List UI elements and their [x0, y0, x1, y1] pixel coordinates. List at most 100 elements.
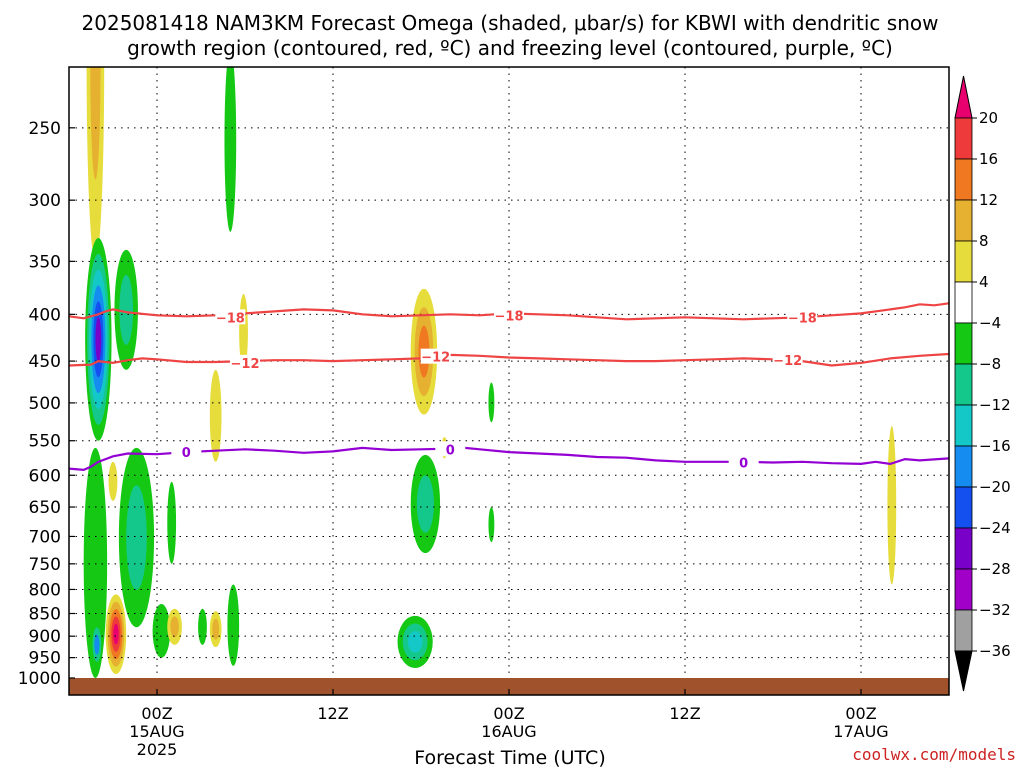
y-tick-label-1000: 1000: [18, 669, 61, 689]
colorbar-top-arrow: [954, 75, 973, 119]
colorbar-segment-6: [954, 363, 973, 406]
midday-green-level-1: [416, 475, 434, 533]
x-tick-label-0: 00Z: [141, 704, 172, 723]
colorbar-label-0: 20: [979, 109, 998, 127]
x-tick-label-1: 12Z: [317, 704, 348, 723]
yellow-far-right-level-0: [887, 426, 897, 585]
small-yellow-a-level-1: [170, 616, 179, 638]
contour-label-bg--18-0: [215, 309, 246, 325]
colorbar-segment-7: [954, 404, 973, 447]
contour-label--12-2: −12: [773, 354, 802, 369]
main-updraft-shoulder-level-1: [119, 274, 134, 345]
plot-area: −18 −18 −18 −12 −12 −12 0 0 0: [68, 66, 950, 696]
colorbar-label-8: −16: [979, 437, 1011, 455]
colorbar-segment-5: [954, 322, 973, 365]
small-green-a-level-0: [198, 608, 207, 645]
green-sliver-a-level-0: [488, 382, 495, 423]
colorbar-label-5: −4: [979, 314, 1001, 332]
contour-label-0-2: 0: [739, 456, 748, 471]
y-tick-label-400: 400: [29, 305, 61, 325]
colorbar-segment-1: [954, 158, 973, 201]
contour-label-bg-0-2: [728, 454, 759, 470]
y-tick-label-550: 550: [29, 432, 61, 452]
x-tick-year-0: 2025: [137, 740, 178, 759]
y-tick-label-750: 750: [29, 555, 61, 575]
midday-surface-green-level-2: [407, 631, 423, 653]
chart-title-line2: growth region (contoured, red, ºC) and f…: [127, 36, 893, 60]
y-tick-label-950: 950: [29, 649, 61, 669]
x-tick-date-0: 15AUG: [129, 722, 184, 741]
contour-0: [69, 446, 949, 472]
colorbar-label-11: −28: [979, 560, 1011, 578]
ground-bar: [69, 678, 949, 695]
colorbar-label-10: −24: [979, 519, 1011, 537]
contour-lines: −18 −18 −18 −12 −12 −12 0 0 0: [69, 302, 949, 472]
main-updraft-level-5: [95, 317, 102, 362]
colorbar-segment-0: [954, 117, 973, 160]
y-tick-label-300: 300: [29, 191, 61, 211]
y-tick-label-700: 700: [29, 527, 61, 547]
colorbar-segment-9: [954, 486, 973, 529]
upper-yellow-top-level-1: [90, 67, 101, 180]
y-tick-label-650: 650: [29, 498, 61, 518]
x-axis-label: Forecast Time (UTC): [414, 747, 605, 768]
x-tick-label-4: 00Z: [845, 704, 876, 723]
contour-label-bg--18-2: [787, 309, 818, 325]
colorbar-segment-10: [954, 527, 973, 570]
contour-label--18-0: −18: [216, 311, 245, 326]
low-green-right-level-1: [126, 485, 147, 590]
x-tick-date-2: 16AUG: [481, 722, 536, 741]
y-tick-label-800: 800: [29, 580, 61, 600]
grid-lines: [69, 67, 949, 695]
green-sliver-b-level-0: [488, 507, 495, 543]
chart-title-line1: 2025081418 NAM3KM Forecast Omega (shaded…: [82, 11, 939, 35]
colorbar-label-13: −36: [979, 642, 1011, 660]
y-tick-label-850: 850: [29, 605, 61, 625]
x-tick-label-3: 12Z: [669, 704, 700, 723]
colorbar: 20 16 12 8 4 −4 −8 −12 −16 −20 −24 −28 −32 −36: [954, 75, 1011, 692]
low-cyan-core-level-1: [94, 634, 100, 655]
y-tick-label-250: 250: [29, 119, 61, 139]
colorbar-segment-12: [954, 609, 973, 652]
small-green-b-level-0: [227, 584, 240, 666]
contour-label-bg--12-1: [420, 348, 451, 364]
contour-label-bg-0-1: [435, 441, 466, 457]
contour-label--18-1: −18: [495, 309, 524, 324]
colorbar-label-9: −20: [979, 478, 1011, 496]
mid-yellow-c-level-0: [108, 461, 118, 501]
colorbar-bottom-arrow: [954, 650, 973, 692]
contour-label-bg--12-0: [230, 354, 260, 370]
colorbar-segment-3: [954, 240, 973, 283]
colorbar-segment-8: [954, 445, 973, 488]
surface-downdraft-level-4: [113, 623, 119, 645]
upper-green-sliver-level-0: [224, 67, 237, 232]
colorbar-label-1: 16: [979, 150, 998, 168]
colorbar-label-3: 8: [979, 232, 989, 250]
x-tick-date-4: 17AUG: [833, 722, 888, 741]
contour-label--12-0: −12: [231, 357, 260, 372]
contour-label--12-1: −12: [421, 351, 450, 366]
small-yellow-b-level-1: [212, 618, 220, 640]
contour-label-bg--18-1: [494, 307, 524, 323]
contour-label-0-1: 0: [446, 443, 455, 458]
low-green-column-level-0: [83, 447, 108, 678]
contour-label-0-0: 0: [182, 446, 191, 461]
colorbar-segment-11: [954, 568, 973, 611]
y-tick-label-450: 450: [29, 352, 61, 372]
contour-label--18-2: −18: [788, 311, 817, 326]
contour-label-bg-0-0: [171, 444, 202, 460]
colorbar-label-12: −32: [979, 601, 1011, 619]
y-axis: 2503003504004505005506006507007508008509…: [18, 119, 75, 689]
colorbar-segment-4: [954, 281, 973, 324]
low-green-mid-level-0: [167, 481, 177, 564]
colorbar-label-6: −8: [979, 355, 1001, 373]
colorbar-label-2: 12: [979, 191, 998, 209]
mid-yellow-a-level-0: [209, 369, 222, 462]
low-green-foot-level-0: [152, 604, 171, 658]
colorbar-segment-2: [954, 199, 973, 242]
contour-label-bg--12-2: [772, 352, 803, 368]
y-tick-label-350: 350: [29, 252, 61, 272]
colorbar-label-7: −12: [979, 396, 1011, 414]
